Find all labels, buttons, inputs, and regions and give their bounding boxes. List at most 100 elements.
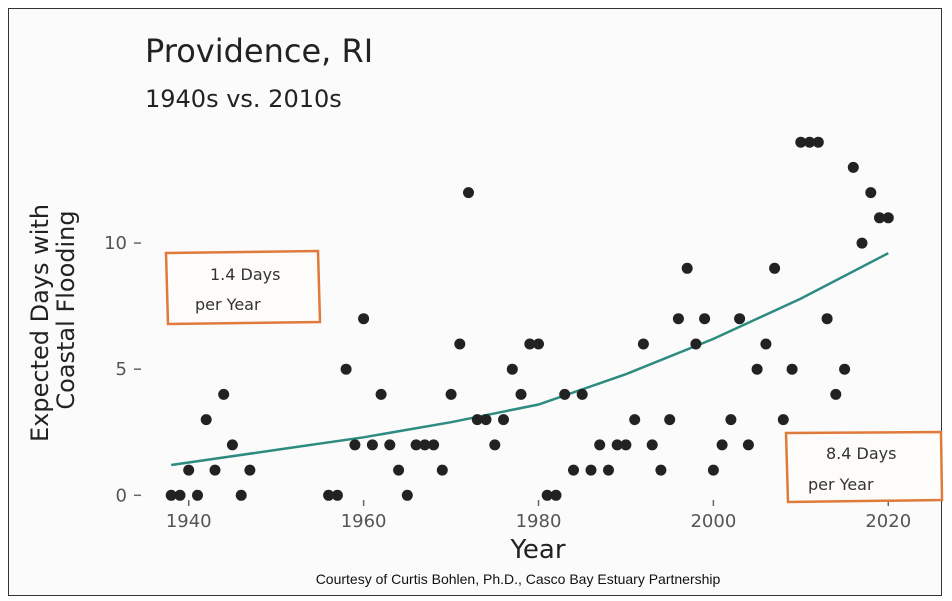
data-point bbox=[646, 439, 658, 451]
data-point bbox=[594, 439, 606, 451]
chart-subtitle: 1940s vs. 2010s bbox=[145, 85, 342, 113]
data-point bbox=[699, 313, 711, 325]
data-point bbox=[812, 136, 824, 148]
data-point bbox=[331, 489, 343, 501]
data-point bbox=[428, 439, 440, 451]
data-point bbox=[847, 161, 859, 173]
data-point bbox=[611, 439, 623, 451]
data-point bbox=[393, 464, 405, 476]
callout-left-box bbox=[164, 249, 322, 326]
data-point bbox=[524, 338, 536, 350]
data-point bbox=[865, 187, 877, 199]
data-point bbox=[489, 439, 501, 451]
x-axis-title: Year bbox=[509, 535, 565, 565]
data-point bbox=[882, 212, 894, 224]
callout-right-line2: per Year bbox=[808, 475, 874, 494]
data-point bbox=[629, 414, 641, 426]
data-point bbox=[760, 338, 772, 350]
callout-left-line1: 1.4 Days bbox=[210, 265, 280, 284]
data-points bbox=[165, 136, 894, 501]
data-point bbox=[734, 313, 746, 325]
data-point bbox=[471, 414, 483, 426]
data-point bbox=[235, 489, 247, 501]
data-point bbox=[226, 439, 238, 451]
data-point bbox=[795, 136, 807, 148]
chart-title: Providence, RI bbox=[145, 32, 373, 70]
y-axis-title-line2: Coastal Flooding bbox=[52, 210, 80, 409]
y-tick-label: 5 bbox=[116, 359, 127, 380]
data-point bbox=[777, 414, 789, 426]
chart-frame bbox=[8, 8, 942, 596]
data-point bbox=[559, 388, 571, 400]
axis-ticks: 1940 1960 1980 2000 2020 0 5 10 bbox=[104, 233, 911, 532]
data-point bbox=[707, 464, 719, 476]
data-point bbox=[436, 464, 448, 476]
data-point bbox=[454, 338, 466, 350]
data-point bbox=[463, 187, 474, 199]
data-point bbox=[349, 439, 361, 451]
data-point bbox=[874, 212, 885, 224]
data-point bbox=[541, 489, 553, 501]
data-point bbox=[410, 439, 422, 451]
data-point bbox=[323, 489, 335, 501]
data-point bbox=[384, 439, 396, 451]
data-point bbox=[769, 262, 781, 274]
x-tick-label: 2020 bbox=[865, 511, 911, 532]
data-point bbox=[690, 338, 702, 350]
y-tick-label: 10 bbox=[104, 233, 127, 254]
data-point bbox=[183, 464, 195, 476]
data-point bbox=[192, 489, 203, 501]
data-point bbox=[358, 313, 370, 325]
data-point bbox=[830, 388, 842, 400]
data-point bbox=[480, 414, 492, 426]
x-tick-label: 1940 bbox=[166, 511, 212, 532]
callout-right-box bbox=[784, 430, 944, 504]
data-point bbox=[725, 414, 737, 426]
data-point bbox=[620, 439, 632, 451]
data-point bbox=[340, 363, 352, 375]
data-point bbox=[664, 414, 676, 426]
data-point bbox=[568, 464, 579, 476]
data-point bbox=[165, 489, 177, 501]
x-tick-label: 1960 bbox=[341, 511, 387, 532]
data-point bbox=[716, 439, 728, 451]
data-point bbox=[672, 313, 684, 325]
data-point bbox=[445, 388, 457, 400]
credit-text: Courtesy of Curtis Bohlen, Ph.D., Casco … bbox=[316, 571, 721, 587]
data-point bbox=[751, 363, 763, 375]
data-point bbox=[742, 439, 754, 451]
data-point bbox=[401, 489, 413, 501]
data-point bbox=[515, 388, 527, 400]
data-point bbox=[533, 338, 544, 350]
callout-left: 1.4 Days per Year bbox=[164, 249, 322, 326]
data-point bbox=[585, 464, 597, 476]
callout-right-line1: 8.4 Days bbox=[826, 444, 896, 463]
data-point bbox=[637, 338, 649, 350]
callout-right: 8.4 Days per Year bbox=[784, 430, 944, 504]
y-tick-label: 0 bbox=[116, 485, 127, 506]
data-point bbox=[550, 489, 562, 501]
data-point bbox=[821, 313, 833, 325]
data-point bbox=[603, 464, 614, 476]
data-point bbox=[209, 464, 221, 476]
data-point bbox=[839, 363, 851, 375]
data-point bbox=[804, 136, 816, 148]
data-point bbox=[786, 363, 798, 375]
data-point bbox=[375, 388, 387, 400]
trend-line bbox=[171, 252, 889, 467]
data-point bbox=[200, 414, 212, 426]
x-tick-label: 1980 bbox=[516, 511, 562, 532]
data-point bbox=[498, 414, 509, 426]
data-point bbox=[576, 388, 588, 400]
data-point bbox=[655, 464, 667, 476]
data-point bbox=[506, 363, 518, 375]
data-point bbox=[244, 464, 256, 476]
data-point bbox=[856, 237, 868, 249]
x-tick-label: 2000 bbox=[690, 511, 736, 532]
data-point bbox=[681, 262, 693, 274]
callout-left-line2: per Year bbox=[195, 295, 261, 314]
y-axis-title-line1: Expected Days with bbox=[26, 204, 54, 442]
data-point bbox=[218, 388, 230, 400]
data-point bbox=[419, 439, 431, 451]
